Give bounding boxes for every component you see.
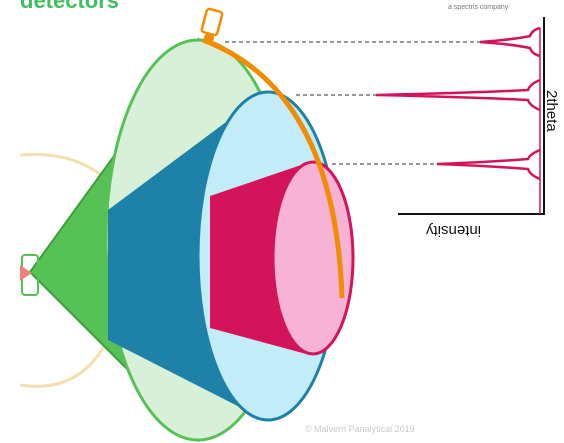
plot-xlabel: 2theta [543,90,560,132]
peak-3 [436,148,541,181]
detector-arc [202,37,345,299]
company-tagline: a spectris company [448,4,509,11]
plot-ylabel: intensity [426,222,482,239]
sample-holder-icon [20,254,39,296]
page-title: detectors [20,0,120,13]
copyright-text: © Malvern Panalytical 2019 [305,424,415,434]
peak-1 [479,26,541,58]
detector-box-icon [200,7,224,43]
peak-2 [375,78,541,112]
